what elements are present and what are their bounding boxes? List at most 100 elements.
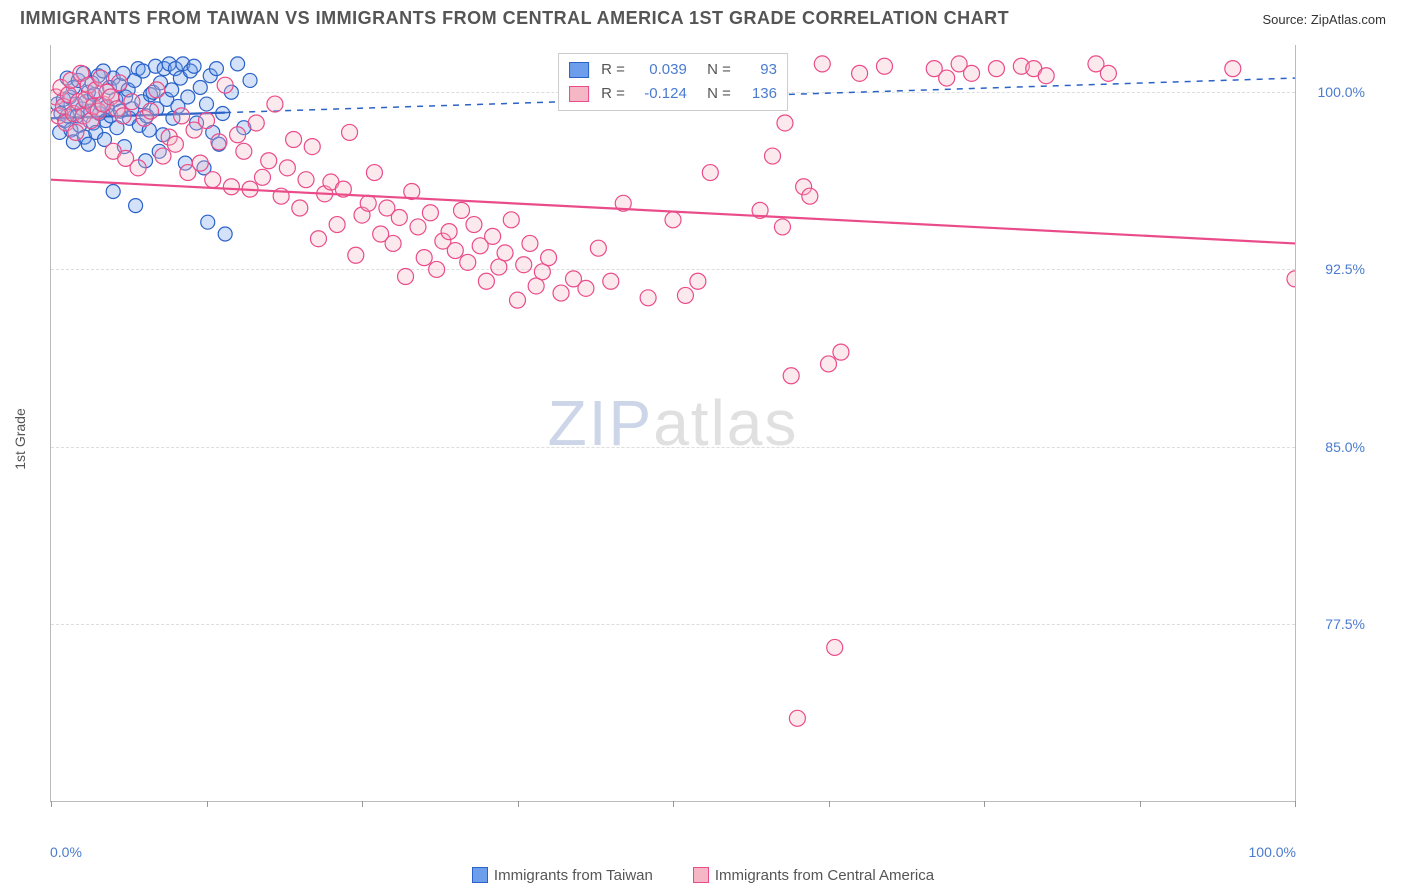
x-tick-mark	[362, 801, 363, 807]
data-point	[690, 273, 706, 289]
data-point	[821, 356, 837, 372]
data-point	[603, 273, 619, 289]
chart-area: 1st Grade ZIPatlas R = 0.039 N = 93R = -…	[50, 45, 1376, 832]
data-point	[385, 235, 401, 251]
data-point	[68, 124, 84, 140]
legend-label: Immigrants from Taiwan	[494, 867, 653, 884]
data-point	[677, 287, 693, 303]
data-point	[111, 75, 127, 91]
x-tick-mark	[51, 801, 52, 807]
data-point	[789, 710, 805, 726]
data-point	[192, 155, 208, 171]
data-point	[193, 81, 207, 95]
x-min-label: 0.0%	[50, 844, 82, 860]
x-tick-mark	[1140, 801, 1141, 807]
data-point	[478, 273, 494, 289]
data-point	[261, 153, 277, 169]
data-point	[777, 115, 793, 131]
data-point	[230, 127, 246, 143]
data-point	[286, 132, 302, 148]
data-point	[298, 172, 314, 188]
data-point	[765, 148, 781, 164]
data-point	[348, 247, 364, 263]
data-point	[143, 103, 159, 119]
chart-title: IMMIGRANTS FROM TAIWAN VS IMMIGRANTS FRO…	[20, 8, 1009, 29]
data-point	[149, 82, 165, 98]
data-point	[422, 205, 438, 221]
data-point	[541, 250, 557, 266]
data-point	[1287, 271, 1295, 287]
data-point	[454, 202, 470, 218]
source-link[interactable]: ZipAtlas.com	[1311, 12, 1386, 27]
y-axis-label: 1st Grade	[12, 408, 28, 469]
legend-row: R = -0.124 N = 136	[569, 82, 777, 106]
legend-item: Immigrants from Central America	[693, 867, 934, 884]
data-point	[1225, 61, 1241, 77]
n-value: 93	[743, 58, 777, 82]
legend-row: R = 0.039 N = 93	[569, 58, 777, 82]
data-point	[223, 179, 239, 195]
data-point	[248, 115, 264, 131]
scatter-svg	[51, 45, 1295, 801]
data-point	[510, 292, 526, 308]
data-point	[218, 227, 232, 241]
data-point	[167, 136, 183, 152]
legend-label: Immigrants from Central America	[715, 867, 934, 884]
data-point	[939, 70, 955, 86]
data-point	[217, 77, 233, 93]
x-tick-mark	[518, 801, 519, 807]
data-point	[199, 113, 215, 129]
data-point	[201, 215, 215, 229]
data-point	[243, 73, 257, 87]
data-point	[130, 160, 146, 176]
data-point	[254, 169, 270, 185]
data-point	[329, 217, 345, 233]
data-point	[516, 257, 532, 273]
data-point	[522, 235, 538, 251]
data-point	[410, 219, 426, 235]
data-point	[267, 96, 283, 112]
data-point	[366, 165, 382, 181]
r-value: -0.124	[637, 82, 687, 106]
data-point	[391, 209, 407, 225]
data-point	[231, 57, 245, 71]
x-tick-mark	[829, 801, 830, 807]
data-point	[702, 165, 718, 181]
data-point	[124, 94, 140, 110]
data-point	[774, 219, 790, 235]
data-point	[342, 124, 358, 140]
data-point	[304, 139, 320, 155]
data-point	[503, 212, 519, 228]
trend-line-solid	[51, 180, 1295, 244]
x-tick-mark	[1295, 801, 1296, 807]
data-point	[279, 160, 295, 176]
data-point	[447, 243, 463, 259]
data-point	[876, 58, 892, 74]
data-point	[200, 97, 214, 111]
data-point	[310, 231, 326, 247]
data-point	[155, 148, 171, 164]
data-point	[802, 188, 818, 204]
legend-item: Immigrants from Taiwan	[472, 867, 653, 884]
data-point	[814, 56, 830, 72]
y-tick-label: 100.0%	[1318, 84, 1365, 100]
data-point	[106, 184, 120, 198]
data-point	[852, 65, 868, 81]
data-point	[1038, 68, 1054, 84]
legend-swatch	[569, 62, 589, 78]
data-point	[211, 134, 227, 150]
x-axis-labels: 0.0% 100.0%	[50, 844, 1296, 860]
data-point	[429, 261, 445, 277]
data-point	[827, 639, 843, 655]
x-tick-mark	[673, 801, 674, 807]
data-point	[416, 250, 432, 266]
data-point	[964, 65, 980, 81]
data-point	[460, 254, 476, 270]
data-point	[174, 108, 190, 124]
legend-swatch	[693, 867, 709, 883]
data-point	[497, 245, 513, 261]
data-point	[640, 290, 656, 306]
data-point	[129, 199, 143, 213]
data-point	[988, 61, 1004, 77]
data-point	[115, 108, 131, 124]
